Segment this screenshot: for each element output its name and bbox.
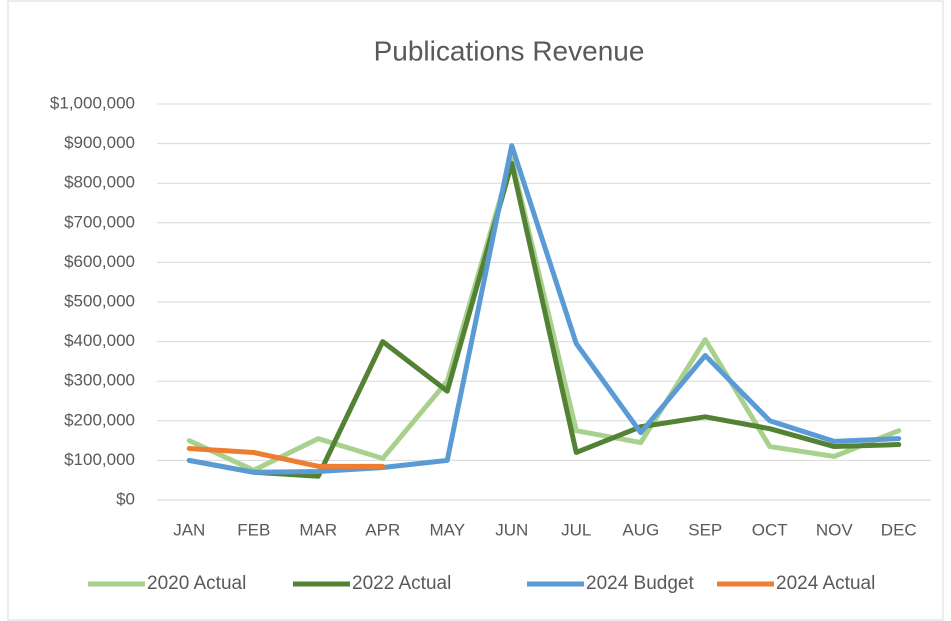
series-line	[186, 143, 902, 475]
y-tick-label: $700,000	[64, 212, 135, 231]
legend-label: 2024 Actual	[776, 573, 875, 594]
legend-label: 2020 Actual	[147, 573, 246, 594]
x-tick-label: MAY	[429, 520, 465, 539]
x-tick-label: OCT	[752, 520, 788, 539]
y-tick-label: $400,000	[64, 331, 135, 350]
x-tick-label: FEB	[237, 520, 270, 539]
x-tick-label: APR	[365, 520, 400, 539]
x-tick-label: AUG	[622, 520, 659, 539]
y-tick-label: $600,000	[64, 252, 135, 271]
y-tick-label: $500,000	[64, 291, 135, 310]
x-tick-label: NOV	[816, 520, 854, 539]
series-line	[186, 446, 386, 469]
y-tick-label: $300,000	[64, 371, 135, 390]
y-tick-label: $100,000	[64, 450, 135, 469]
legend-label: 2024 Budget	[586, 573, 694, 594]
y-tick-label: $800,000	[64, 173, 135, 192]
legend-label: 2022 Actual	[352, 573, 451, 594]
y-tick-label: $900,000	[64, 133, 135, 152]
x-tick-label: DEC	[881, 520, 917, 539]
series-line	[186, 156, 902, 473]
chart-title: Publications Revenue	[374, 35, 645, 66]
x-tick-label: JUL	[561, 520, 591, 539]
y-tick-label: $200,000	[64, 410, 135, 429]
x-tick-label: MAR	[299, 520, 337, 539]
y-tick-label: $1,000,000	[50, 93, 135, 112]
y-tick-label: $0	[116, 489, 135, 508]
series-line	[186, 160, 902, 479]
x-tick-label: JAN	[173, 520, 205, 539]
x-tick-label: SEP	[688, 520, 722, 539]
x-tick-label: JUN	[495, 520, 528, 539]
